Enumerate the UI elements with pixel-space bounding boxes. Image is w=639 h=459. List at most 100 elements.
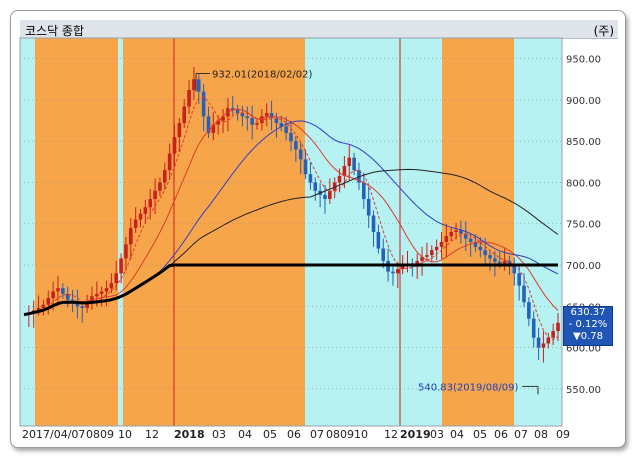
candle-body bbox=[556, 322, 560, 332]
candle-body bbox=[376, 232, 381, 249]
orange-band bbox=[123, 38, 305, 426]
x-axis: 2017/04/07 08 09 10 12 2018 03 04 05 06 07 08 09 10 12… bbox=[22, 428, 570, 441]
candle-body bbox=[522, 285, 526, 303]
candle-body bbox=[396, 269, 400, 274]
y-tick-label: 750.00 bbox=[566, 220, 601, 231]
candle-body bbox=[284, 126, 288, 133]
candle-body bbox=[381, 248, 386, 261]
candle-body bbox=[279, 123, 284, 127]
candle-body bbox=[391, 271, 395, 274]
candle-body bbox=[95, 293, 99, 297]
current-price: 630.37 bbox=[570, 307, 606, 318]
candle-body bbox=[527, 302, 531, 319]
annotations: 932.01(2018/02/02) 540.83(2019/08/09) bbox=[195, 69, 539, 395]
price-change: ▼0.78 bbox=[573, 331, 603, 342]
candle-body bbox=[216, 120, 220, 125]
candle-body bbox=[512, 265, 517, 274]
candle-body bbox=[449, 232, 453, 237]
candle-body bbox=[444, 236, 449, 242]
x-tick-label: 05 bbox=[263, 428, 277, 441]
candle-body bbox=[289, 132, 293, 142]
candle-body bbox=[230, 108, 235, 110]
current-price-box: 630.37 - 0.12% ▼0.78 bbox=[563, 306, 613, 346]
title-tag: (주) bbox=[593, 24, 614, 38]
x-tick-label: 04 bbox=[450, 428, 464, 441]
candle-body bbox=[162, 170, 167, 183]
candle-body bbox=[551, 331, 555, 338]
candle-body bbox=[478, 246, 483, 251]
candle-body bbox=[483, 250, 487, 256]
candle-body bbox=[546, 337, 551, 344]
x-tick-label: 07 bbox=[514, 428, 528, 441]
candle-body bbox=[352, 157, 356, 171]
x-tick-label: 09 bbox=[100, 428, 114, 441]
candle-body bbox=[143, 207, 148, 214]
x-tick-label: 07 bbox=[310, 428, 324, 441]
candle-body bbox=[211, 124, 216, 133]
x-tick-label: 12 bbox=[145, 428, 159, 441]
price-change-pct: - 0.12% bbox=[568, 319, 608, 330]
candle-body bbox=[104, 288, 109, 292]
candle-body bbox=[153, 190, 157, 199]
candle-body bbox=[264, 113, 269, 117]
candle-body bbox=[328, 190, 332, 199]
y-tick-label: 550.00 bbox=[566, 385, 601, 396]
candle-body bbox=[342, 165, 347, 176]
x-tick-label: 03 bbox=[430, 428, 444, 441]
x-tick-label: 09 bbox=[340, 428, 354, 441]
candle-body bbox=[80, 306, 85, 308]
candle-body bbox=[46, 298, 51, 305]
x-tick-label: 09 bbox=[556, 428, 570, 441]
candle-body bbox=[439, 241, 444, 247]
y-tick-label: 600.00 bbox=[566, 344, 601, 355]
candle-body bbox=[235, 109, 240, 114]
candle-body bbox=[468, 238, 473, 242]
x-tick-label: 08 bbox=[534, 428, 548, 441]
candle-body bbox=[51, 291, 55, 299]
x-tick-label: 03 bbox=[212, 428, 226, 441]
candle-body bbox=[75, 302, 80, 307]
candle-body bbox=[337, 175, 342, 183]
candle-body bbox=[148, 198, 153, 208]
candle-body bbox=[192, 79, 196, 91]
candle-body bbox=[85, 302, 89, 308]
candle-body bbox=[362, 182, 366, 199]
candle-body bbox=[182, 106, 186, 124]
candle-body bbox=[308, 174, 313, 183]
candle-body bbox=[269, 113, 274, 119]
candle-body bbox=[158, 182, 162, 191]
candle-body bbox=[323, 194, 327, 199]
candle-body bbox=[41, 304, 46, 308]
candle-body bbox=[167, 153, 172, 171]
candle-body bbox=[65, 293, 70, 300]
x-tick-label: 12 bbox=[384, 428, 398, 441]
candle-body bbox=[429, 250, 434, 256]
candle-body bbox=[250, 118, 254, 125]
orange-band bbox=[35, 38, 118, 426]
candle-body bbox=[294, 141, 298, 150]
candle-body bbox=[221, 116, 225, 121]
candle-body bbox=[196, 79, 201, 92]
x-tick-label: 2019 bbox=[400, 428, 431, 441]
x-tick-label: 05 bbox=[473, 428, 487, 441]
candle-body bbox=[420, 256, 424, 261]
x-tick-label: 10 bbox=[354, 428, 368, 441]
low-annotation: 540.83(2019/08/09) bbox=[418, 382, 519, 393]
candle-body bbox=[463, 233, 468, 239]
event-lines bbox=[173, 38, 401, 426]
candle-body bbox=[536, 337, 541, 348]
y-tick-label: 900.00 bbox=[566, 96, 601, 107]
candle-body bbox=[434, 246, 439, 251]
y-tick-label: 800.00 bbox=[566, 178, 601, 189]
x-tick-label: 06 bbox=[494, 428, 508, 441]
x-tick-label: 04 bbox=[238, 428, 252, 441]
candle-body bbox=[56, 288, 60, 292]
candle-body bbox=[425, 255, 429, 257]
candle-body bbox=[454, 230, 458, 232]
period-bands bbox=[20, 38, 562, 426]
candle-body bbox=[138, 213, 143, 220]
chart-title: 코스닥 종합 bbox=[25, 24, 85, 38]
candle-body bbox=[357, 170, 361, 183]
candle-body bbox=[187, 90, 191, 107]
